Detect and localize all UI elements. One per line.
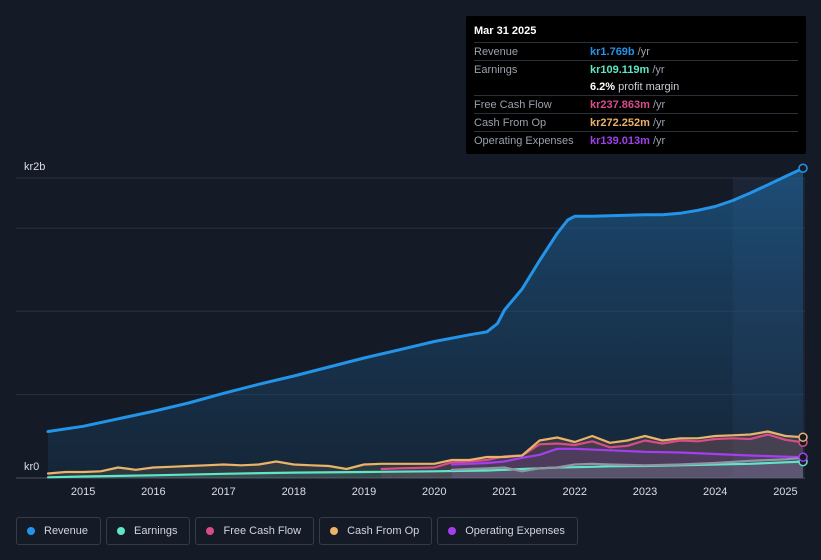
x-tick-label: 2025 bbox=[773, 486, 797, 498]
x-tick-label: 2023 bbox=[633, 486, 657, 498]
tooltip-row: Free Cash Flow kr237.863m/yr bbox=[474, 95, 798, 113]
legend-label: Revenue bbox=[44, 525, 89, 537]
tooltip-row-label: Cash From Op bbox=[474, 116, 547, 129]
x-tick-label: 2016 bbox=[141, 486, 165, 498]
legend-label: Free Cash Flow bbox=[223, 525, 302, 537]
other-grey-line bbox=[450, 456, 805, 473]
legend-dot-icon bbox=[206, 527, 215, 535]
y-tick-label: kr0 bbox=[24, 461, 39, 473]
y-tick-labels: kr0 kr2b bbox=[24, 161, 45, 473]
cash-from-op-endpoint bbox=[798, 432, 808, 442]
series-lines bbox=[46, 166, 805, 479]
tooltip-row-value: kr139.013m bbox=[590, 134, 650, 147]
x-tick-label: 2019 bbox=[352, 486, 376, 498]
tooltip-row-label: Operating Expenses bbox=[474, 134, 574, 147]
tooltip-row-value: kr237.863m bbox=[590, 98, 650, 111]
x-tick-label: 2017 bbox=[211, 486, 235, 498]
tooltip-date: Mar 31 2025 bbox=[474, 25, 537, 37]
tooltip-row-unit: profit margin bbox=[618, 80, 680, 93]
legend: Revenue Earnings Free Cash Flow Cash From O… bbox=[16, 517, 578, 545]
operating-expenses-line bbox=[450, 447, 805, 466]
legend-label: Operating Expenses bbox=[465, 525, 565, 537]
operating-expenses-endpoint bbox=[798, 452, 808, 462]
tooltip-row-unit: /yr bbox=[637, 45, 650, 58]
tooltip-row-value: kr272.252m bbox=[590, 116, 650, 129]
tooltip-row-label: Earnings bbox=[474, 63, 518, 76]
legend-item-operating-expenses[interactable]: Operating Expenses bbox=[437, 517, 578, 545]
x-tick-label: 2022 bbox=[563, 486, 587, 498]
legend-dot-icon bbox=[448, 527, 457, 535]
x-tick-label: 2018 bbox=[282, 486, 306, 498]
x-tick-labels: 2015 2016 2017 2018 2019 2020 2021 2022 2023 2024… bbox=[71, 486, 798, 498]
legend-label: Earnings bbox=[134, 525, 178, 537]
tooltip-row-unit: /yr bbox=[652, 63, 665, 76]
series-areas bbox=[48, 168, 803, 479]
free-cash-flow-line bbox=[380, 433, 805, 471]
tooltip: Mar 31 2025 Revenue kr1.769b/yr Earnings kr… bbox=[466, 16, 806, 154]
y-tick-label: kr2b bbox=[24, 161, 45, 173]
legend-label: Cash From Op bbox=[347, 525, 420, 537]
operating-expenses-area bbox=[451, 448, 803, 478]
revenue-endpoint bbox=[798, 163, 808, 173]
revenue-area bbox=[48, 168, 803, 479]
x-tick-label: 2015 bbox=[71, 486, 95, 498]
legend-item-free-cash-flow[interactable]: Free Cash Flow bbox=[195, 517, 315, 545]
tooltip-row-unit: /yr bbox=[652, 98, 666, 111]
tooltip-row-value: kr109.119m bbox=[590, 63, 650, 76]
legend-dot-icon bbox=[330, 527, 339, 535]
tooltip-row-label: Free Cash Flow bbox=[474, 98, 552, 111]
legend-item-cash-from-op[interactable]: Cash From Op bbox=[319, 517, 433, 545]
cash-from-op-line bbox=[46, 430, 805, 475]
tooltip-row: Operating Expenses kr139.013m/yr bbox=[474, 131, 798, 149]
tooltip-row-value: kr1.769b bbox=[590, 45, 635, 58]
tooltip-row-label: Revenue bbox=[474, 45, 519, 58]
tooltip-row: Earnings kr109.119m/yr bbox=[474, 60, 798, 78]
x-tick-label: 2024 bbox=[703, 486, 727, 498]
tooltip-row: Cash From Op kr272.252m/yr bbox=[474, 113, 798, 131]
other-grey-area bbox=[451, 457, 803, 478]
tooltip-row: Revenue kr1.769b/yr bbox=[474, 42, 798, 60]
x-tick-label: 2021 bbox=[492, 486, 516, 498]
tooltip-row-value: 6.2% bbox=[590, 80, 616, 93]
series-endpoints bbox=[798, 163, 808, 467]
legend-item-revenue[interactable]: Revenue bbox=[16, 517, 102, 545]
x-tick-label: 2020 bbox=[422, 486, 446, 498]
tooltip-row-unit: /yr bbox=[652, 116, 666, 129]
legend-item-earnings[interactable]: Earnings bbox=[106, 517, 191, 545]
tooltip-row-unit: /yr bbox=[652, 134, 666, 147]
tooltip-row: 6.2% profit margin bbox=[474, 78, 798, 95]
free-cash-flow-area bbox=[381, 434, 803, 478]
revenue-line bbox=[46, 166, 805, 433]
legend-dot-icon bbox=[27, 527, 35, 535]
legend-dot-icon bbox=[117, 527, 126, 535]
